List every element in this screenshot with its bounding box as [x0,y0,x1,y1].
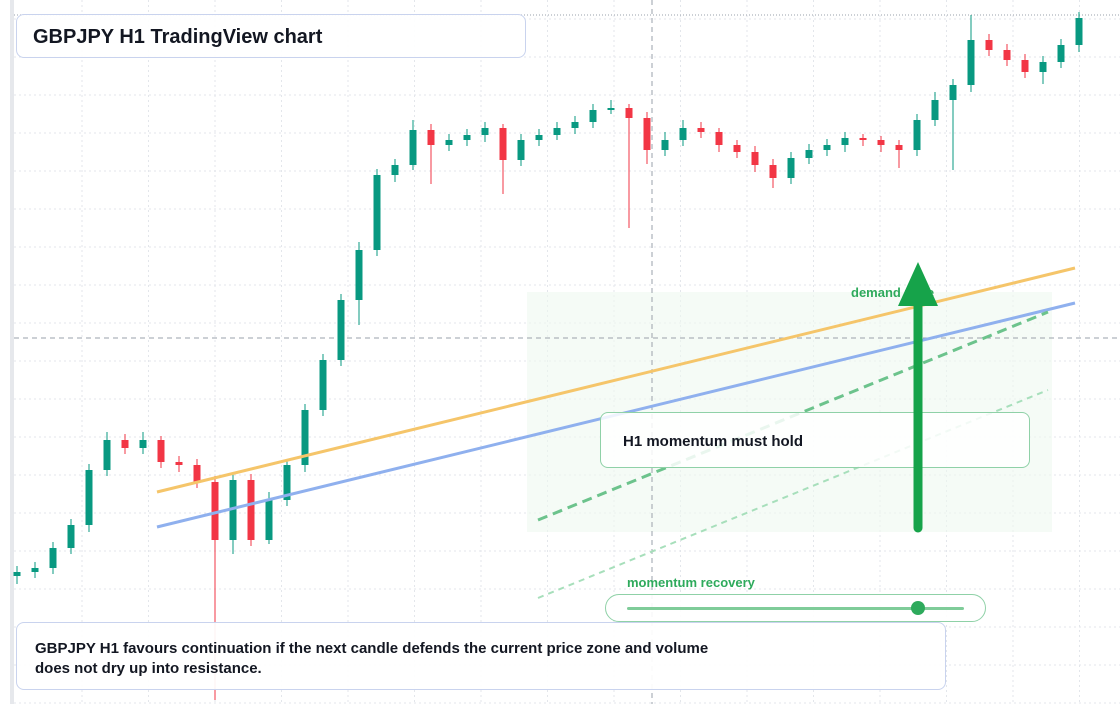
candle-body [481,128,489,135]
candle-body [751,152,759,165]
candle-body [643,118,651,150]
candle-body [463,135,471,140]
candle-body [1039,62,1047,72]
candle-body [193,465,201,482]
candle-body [49,548,57,568]
candle-body [607,108,615,110]
candle-body [499,128,507,160]
candle-body [319,360,327,410]
note: GBPJPY H1 favours continuation if the ne… [35,640,709,677]
candle-body [85,470,93,525]
left-edge [10,0,14,704]
note-box: GBPJPY H1 favours continuation if the ne… [16,622,946,690]
candle-body [157,440,165,462]
candle-body [859,138,867,140]
candle-body [679,128,687,140]
candle-body [931,100,939,120]
candle-body [535,135,543,140]
callout: H1 momentum must hold [600,412,1030,468]
slider[interactable] [605,594,986,622]
candle-body [715,132,723,145]
candle-body [31,568,39,572]
candle-body [103,440,111,470]
candle-body [553,128,561,135]
candle-body [445,140,453,145]
slider-knob[interactable] [911,601,925,615]
title-box: GBPJPY H1 TradingView chart [16,14,526,58]
candle-body [1057,45,1065,62]
candle-body [841,138,849,145]
candle-body [571,122,579,128]
candle-body [1075,18,1083,45]
candle-body [337,300,345,360]
candle-body [1021,60,1029,72]
candle-body [787,158,795,178]
trend-line-light [537,389,1049,599]
candle-body [517,140,525,160]
candle-body [67,525,75,548]
candle-body [895,145,903,150]
slider-track [627,607,964,610]
candle-body [589,110,597,122]
candle-body [283,465,291,500]
candle-body [661,140,669,150]
candle-body [175,462,183,465]
candle-body [805,150,813,158]
candle-body [913,120,921,150]
candle-body [967,40,975,85]
candle-body [301,410,309,465]
candle-body [823,145,831,150]
candle-body [769,165,777,178]
candle-body [391,165,399,175]
candle-body [265,500,273,540]
candle-body [247,480,255,540]
candle-body [211,482,219,540]
candle-body [121,440,129,448]
candle-body [949,85,957,100]
callout-text: H1 momentum must hold [623,433,804,450]
title: GBPJPY H1 TradingView chart [33,26,323,48]
candle-body [139,440,147,448]
candle-body [409,130,417,165]
candle-body [229,480,237,540]
candle-body [985,40,993,50]
candle-body [625,108,633,118]
slider-label: momentum recovery [627,575,755,590]
candle-body [877,140,885,145]
candle-body [13,572,21,576]
candle-body [355,250,363,300]
candle-body [427,130,435,145]
zone-label: demand zone [851,285,935,300]
candle-body [373,175,381,250]
candle-body [697,128,705,132]
candle-body [1003,50,1011,60]
candle-body [733,145,741,152]
